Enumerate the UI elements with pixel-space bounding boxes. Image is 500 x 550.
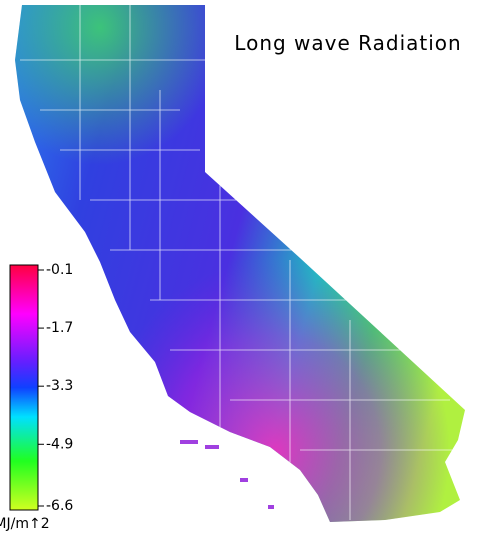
map-title: Long wave Radiation	[234, 31, 461, 55]
colorbar	[9, 264, 39, 511]
colorbar-tick-label: -1.7	[46, 320, 73, 336]
colorbar-unit: MJ/m↑2	[0, 516, 50, 532]
colorbar-tick-label: -4.9	[46, 436, 73, 452]
channel-islands	[180, 440, 274, 509]
colorbar-tick-label: -3.3	[46, 378, 73, 394]
colorbar-tick-label: -0.1	[46, 262, 73, 278]
colorbar-tick-label: -6.6	[46, 498, 73, 514]
